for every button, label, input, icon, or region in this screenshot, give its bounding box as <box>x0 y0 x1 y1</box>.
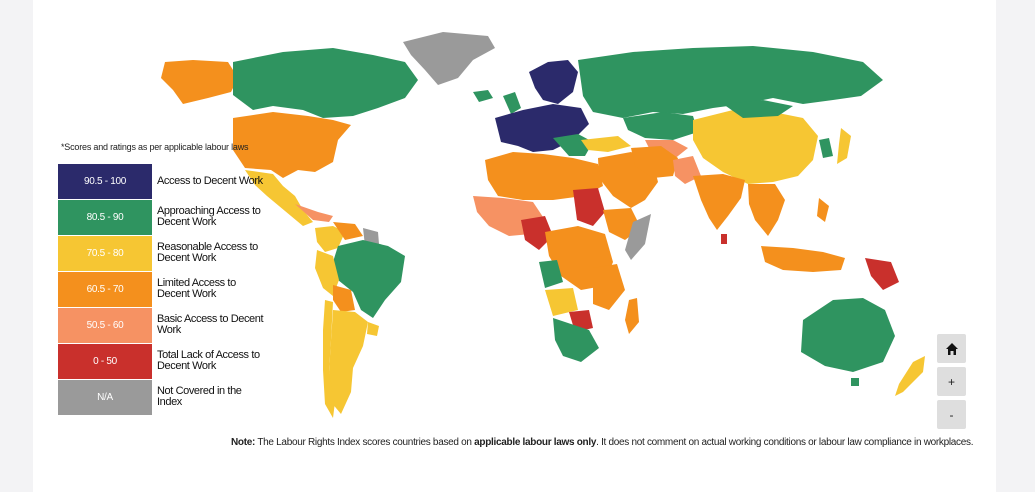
region-colombia <box>315 226 345 252</box>
region-argentina <box>329 310 368 414</box>
legend-swatch: N/A <box>58 379 152 415</box>
region-somalia <box>625 214 651 260</box>
region-sudan <box>573 188 605 226</box>
footnote-text-1: The Labour Rights Index scores countries… <box>255 437 475 448</box>
region-north-africa <box>485 152 603 200</box>
region-mexico <box>245 170 313 226</box>
legend-row: 90.5 - 100 Access to Decent Work <box>58 163 278 199</box>
region-chile <box>323 300 335 418</box>
legend-row: 0 - 50 Total Lack of Access to Decent Wo… <box>58 343 278 379</box>
legend-swatch: 80.5 - 90 <box>58 199 152 235</box>
legend-label: Limited Access to Decent Work <box>157 277 236 300</box>
region-russia <box>578 46 883 118</box>
region-australia <box>801 298 895 372</box>
region-tasmania <box>851 378 859 386</box>
legend-label: Access to Decent Work <box>157 174 263 187</box>
region-southeast-asia <box>748 184 785 236</box>
region-greenland <box>403 32 495 85</box>
region-balkans <box>553 134 593 156</box>
region-mongolia <box>723 100 793 118</box>
region-uk <box>503 92 521 114</box>
home-icon <box>945 342 958 355</box>
zoom-in-button[interactable]: + <box>937 367 966 396</box>
legend-label: Reasonable Access to Decent Work <box>157 241 258 264</box>
legend-label: Approaching Access to Decent Work <box>157 205 261 228</box>
region-venezuela <box>333 222 363 240</box>
region-iceland <box>473 90 493 102</box>
region-turkey <box>581 136 631 152</box>
zoom-out-button[interactable]: - <box>937 400 966 429</box>
region-usa <box>233 112 351 178</box>
region-peru <box>315 250 339 296</box>
legend-row: 60.5 - 70 Limited Access to Decent Work <box>58 271 278 307</box>
region-iran <box>631 146 678 178</box>
legend-row: 70.5 - 80 Reasonable Access to Decent Wo… <box>58 235 278 271</box>
legend-label: Basic Access to Decent Work <box>157 313 264 336</box>
footnote-label: Note: <box>231 437 256 448</box>
map-controls: + - <box>937 334 967 433</box>
footnote-text-2: . It does not comment on actual working … <box>596 437 974 448</box>
region-india <box>693 174 745 230</box>
region-korea <box>819 138 833 158</box>
region-congo-green <box>539 260 563 288</box>
legend-row: 50.5 - 60 Basic Access to Decent Work <box>58 307 278 343</box>
legend-swatch: 90.5 - 100 <box>58 163 152 199</box>
region-angola <box>545 288 578 316</box>
legend-note: *Scores and ratings as per applicable la… <box>61 142 249 152</box>
legend-swatch: 70.5 - 80 <box>58 235 152 271</box>
region-nigeria <box>521 216 553 250</box>
region-china <box>693 110 818 184</box>
region-madagascar <box>625 298 639 334</box>
region-east-africa <box>593 264 625 310</box>
region-canada <box>233 48 418 118</box>
legend-swatch: 60.5 - 70 <box>58 271 152 307</box>
region-png <box>865 258 899 290</box>
world-map[interactable] <box>33 0 996 492</box>
region-alaska <box>161 60 238 104</box>
footnote-bold: applicable labour laws only <box>474 437 597 448</box>
region-bolivia <box>333 285 355 312</box>
region-sri-lanka <box>721 234 727 244</box>
region-scandinavia <box>529 60 578 104</box>
region-new-zealand <box>895 356 925 396</box>
legend-row: 80.5 - 90 Approaching Access to Decent W… <box>58 199 278 235</box>
region-brazil <box>333 240 405 318</box>
footnote: Note: The Labour Rights Index scores cou… <box>231 437 974 448</box>
legend-swatch: 50.5 - 60 <box>58 307 152 343</box>
region-japan <box>837 128 851 164</box>
legend-swatch: 0 - 50 <box>58 343 152 379</box>
home-button[interactable] <box>937 334 966 363</box>
legend-label: Not Covered in the Index <box>157 385 242 408</box>
region-caribbean <box>295 204 333 222</box>
region-kazakhstan <box>623 112 698 140</box>
region-philippines <box>817 198 829 222</box>
legend-label: Total Lack of Access to Decent Work <box>157 349 260 372</box>
region-south-africa <box>553 318 599 362</box>
region-indonesia <box>761 246 845 272</box>
legend-row: N/A Not Covered in the Index <box>58 379 278 415</box>
region-uruguay <box>367 322 379 336</box>
map-page: *Scores and ratings as per applicable la… <box>33 0 996 492</box>
legend: 90.5 - 100 Access to Decent Work 80.5 - … <box>58 163 278 415</box>
